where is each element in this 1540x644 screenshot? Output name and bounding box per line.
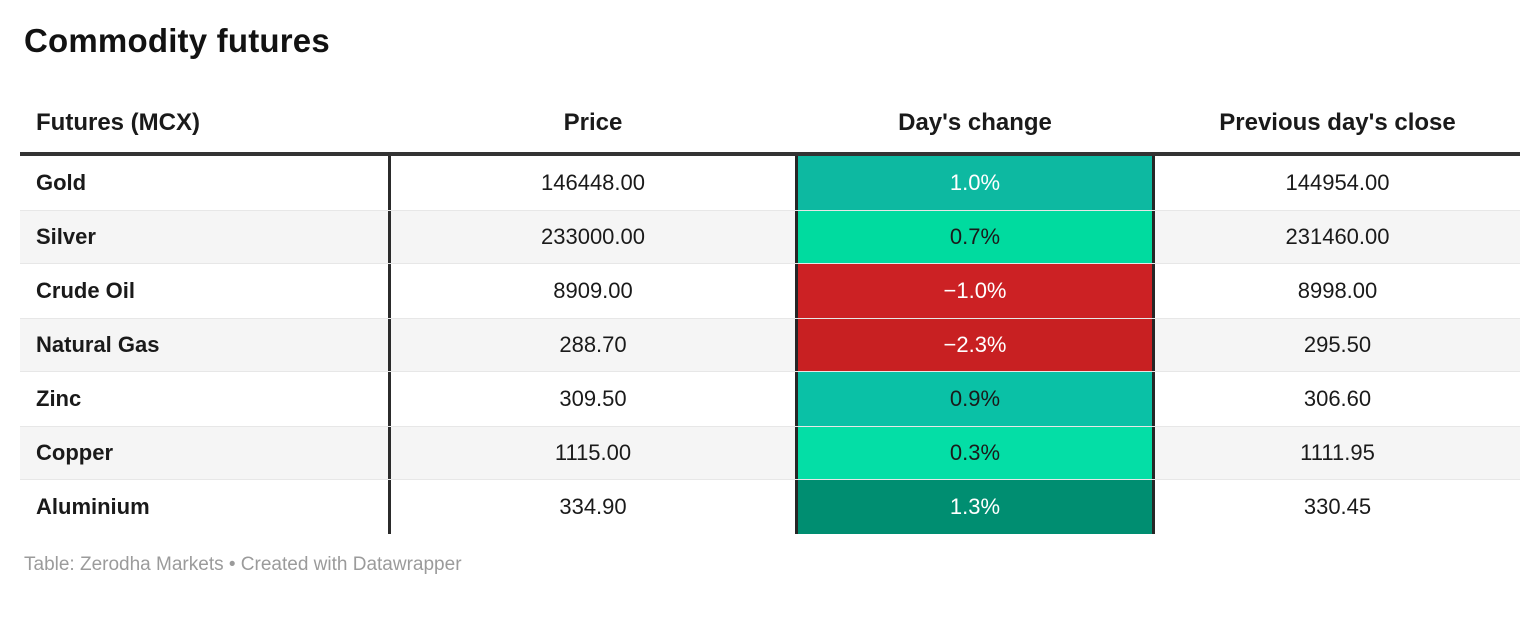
cell-days-change: 1.0% bbox=[795, 156, 1155, 210]
cell-name: Gold bbox=[20, 156, 391, 210]
cell-name: Natural Gas bbox=[20, 319, 391, 371]
column-header-futures: Futures (MCX) bbox=[36, 109, 200, 136]
cell-price: 309.50 bbox=[559, 386, 627, 411]
table-row-zinc: Zinc 309.50 0.9% 306.60 bbox=[20, 372, 1520, 426]
column-header-price: Price bbox=[563, 109, 623, 136]
cell-days-change: −2.3% bbox=[795, 319, 1155, 371]
cell-price: 146448.00 bbox=[541, 170, 645, 195]
cell-days-change: 0.7% bbox=[795, 211, 1155, 263]
cell-prev-close: 231460.00 bbox=[1285, 224, 1390, 249]
cell-prev-close: 295.50 bbox=[1303, 332, 1372, 357]
cell-prev-close: 1111.95 bbox=[1300, 440, 1375, 465]
cell-days-change: 0.3% bbox=[795, 427, 1155, 479]
cell-price: 233000.00 bbox=[541, 224, 645, 249]
cell-price: 334.90 bbox=[559, 494, 627, 519]
table-attribution: Table: Zerodha Markets • Created with Da… bbox=[24, 554, 462, 575]
cell-name: Silver bbox=[20, 211, 391, 263]
cell-name: Copper bbox=[20, 427, 391, 479]
cell-price: 8909.00 bbox=[553, 278, 633, 303]
table-row-natural-gas: Natural Gas 288.70 −2.3% 295.50 bbox=[20, 318, 1520, 372]
cell-prev-close: 330.45 bbox=[1303, 494, 1372, 519]
cell-prev-close: 144954.00 bbox=[1285, 170, 1390, 195]
table-header-row: Futures (MCX) Price Day's change Previou… bbox=[20, 94, 1520, 156]
table-row-aluminium: Aluminium 334.90 1.3% 330.45 bbox=[20, 480, 1520, 534]
table-row-gold: Gold 146448.00 1.0% 144954.00 bbox=[20, 156, 1520, 210]
cell-price: 1115.00 bbox=[554, 440, 632, 465]
cell-name: Zinc bbox=[20, 372, 391, 426]
cell-days-change: 1.3% bbox=[795, 480, 1155, 534]
page-title: Commodity futures bbox=[24, 22, 330, 59]
cell-days-change: 0.9% bbox=[795, 372, 1155, 426]
cell-prev-close: 8998.00 bbox=[1297, 278, 1378, 303]
cell-name: Aluminium bbox=[20, 480, 391, 534]
column-header-days-change: Day's change bbox=[898, 109, 1052, 136]
table-row-crude-oil: Crude Oil 8909.00 −1.0% 8998.00 bbox=[20, 264, 1520, 318]
commodity-futures-table: Futures (MCX) Price Day's change Previou… bbox=[20, 94, 1520, 534]
table-row-copper: Copper 1115.00 0.3% 1111.95 bbox=[20, 426, 1520, 480]
cell-name: Crude Oil bbox=[20, 264, 391, 318]
table-row-silver: Silver 233000.00 0.7% 231460.00 bbox=[20, 210, 1520, 264]
cell-price: 288.70 bbox=[559, 332, 627, 357]
column-header-prev-close: Previous day's close bbox=[1219, 109, 1456, 136]
cell-days-change: −1.0% bbox=[795, 264, 1155, 318]
cell-prev-close: 306.60 bbox=[1303, 386, 1372, 411]
